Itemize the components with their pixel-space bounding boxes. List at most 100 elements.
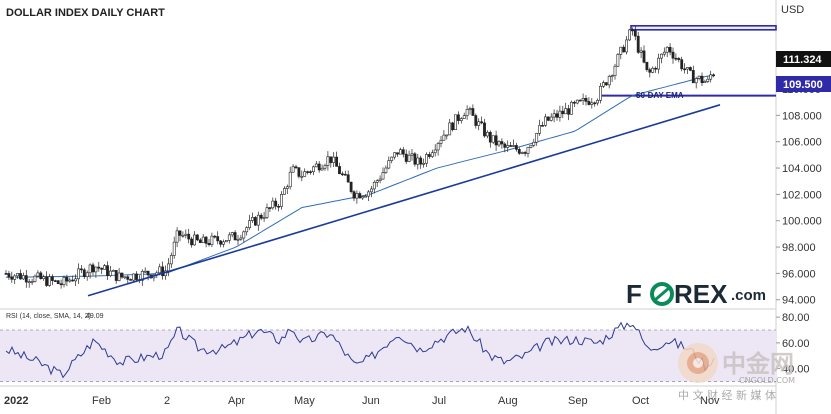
candle-up	[367, 191, 370, 197]
candle-up	[619, 46, 623, 55]
forex-logo-suffix: .com	[731, 287, 766, 304]
candle-up	[236, 238, 240, 241]
candle-up	[227, 234, 231, 241]
candle-down	[500, 141, 504, 145]
cngold-watermark: 中金网 CNGOLD.COM 中 文 财 经 新 媒 体	[678, 343, 795, 402]
time-axis-label: Jun	[362, 395, 380, 407]
candle-up	[103, 265, 107, 270]
rsi-tick-label: 80.00	[782, 312, 810, 324]
candle-up	[378, 178, 382, 181]
candle-down	[561, 110, 565, 115]
candle-up	[552, 113, 556, 118]
candle-up	[282, 188, 286, 195]
candle-down	[401, 149, 405, 155]
candle-down	[349, 181, 353, 192]
candle-down	[45, 276, 49, 286]
candle-up	[381, 172, 385, 180]
candle-down	[474, 115, 478, 126]
support-price-badge	[776, 76, 831, 92]
resistance-box	[630, 25, 777, 31]
candle-up	[393, 152, 397, 158]
candle-down	[691, 70, 695, 84]
candle-down	[129, 279, 133, 281]
candle-down	[712, 74, 716, 77]
candles-group	[4, 26, 716, 289]
candle-up	[433, 149, 437, 154]
candle-down	[509, 145, 513, 147]
candle-up	[613, 65, 617, 76]
candle-down	[277, 205, 281, 208]
candle-up	[201, 236, 205, 244]
candle-down	[503, 143, 507, 148]
candle-up	[256, 214, 260, 226]
ema-50-line	[6, 75, 714, 278]
candle-up	[36, 272, 40, 277]
candle-down	[204, 236, 208, 244]
candle-up	[686, 67, 689, 70]
candle-down	[24, 275, 28, 283]
candle-down	[346, 174, 350, 183]
candle-up	[77, 268, 80, 280]
candle-down	[456, 114, 460, 121]
candle-up	[140, 271, 144, 281]
candle-up	[311, 166, 315, 172]
candle-up	[520, 152, 524, 154]
candle-down	[419, 157, 423, 165]
candle-up	[210, 235, 214, 245]
time-axis-label: Nov	[700, 395, 720, 407]
candle-up	[558, 110, 562, 118]
candle-up	[109, 270, 112, 277]
candle-down	[404, 153, 408, 162]
candle-up	[239, 237, 243, 240]
candle-down	[352, 191, 356, 199]
candle-up	[320, 167, 324, 171]
cngold-site: CNGOLD.COM	[739, 376, 795, 385]
candle-down	[654, 67, 658, 70]
candle-up	[575, 99, 579, 104]
candle-up	[628, 29, 631, 41]
candle-down	[630, 29, 634, 32]
price-tick-label: 104.000	[782, 163, 822, 175]
candle-up	[88, 264, 92, 274]
candle-down	[335, 156, 339, 167]
candle-up	[68, 279, 72, 282]
candle-up	[280, 193, 283, 207]
candle-up	[468, 108, 472, 110]
candle-up	[288, 171, 292, 188]
candle-down	[65, 277, 69, 282]
candle-down	[190, 238, 194, 246]
candle-up	[314, 163, 318, 168]
candle-down	[648, 69, 652, 73]
candle-up	[491, 135, 495, 143]
candle-down	[642, 50, 646, 63]
candle-up	[703, 81, 707, 84]
candle-down	[216, 236, 220, 242]
price-tick-label: 102.000	[782, 189, 822, 201]
candle-down	[80, 268, 83, 271]
candle-up	[132, 273, 136, 281]
candle-up	[538, 125, 542, 134]
candle-up	[167, 263, 170, 272]
rsi-band	[0, 330, 776, 382]
candle-up	[610, 75, 614, 77]
candle-up	[303, 171, 307, 177]
candle-down	[578, 99, 582, 102]
time-axis-label: 2	[164, 395, 170, 407]
candle-down	[523, 152, 527, 154]
current-price-badge	[776, 51, 831, 67]
rsi-line	[5, 321, 715, 379]
candle-down	[488, 131, 492, 143]
candle-up	[48, 276, 51, 286]
candle-up	[448, 122, 452, 136]
candle-down	[297, 167, 301, 177]
candle-down	[671, 51, 675, 59]
cngold-logo-core-icon	[693, 358, 703, 368]
candle-down	[680, 59, 684, 70]
candle-up	[709, 74, 713, 80]
candle-up	[662, 51, 666, 55]
candle-up	[454, 114, 457, 130]
candle-up	[657, 57, 660, 70]
candle-up	[543, 116, 547, 126]
candle-down	[71, 279, 75, 282]
candle-down	[309, 171, 312, 173]
